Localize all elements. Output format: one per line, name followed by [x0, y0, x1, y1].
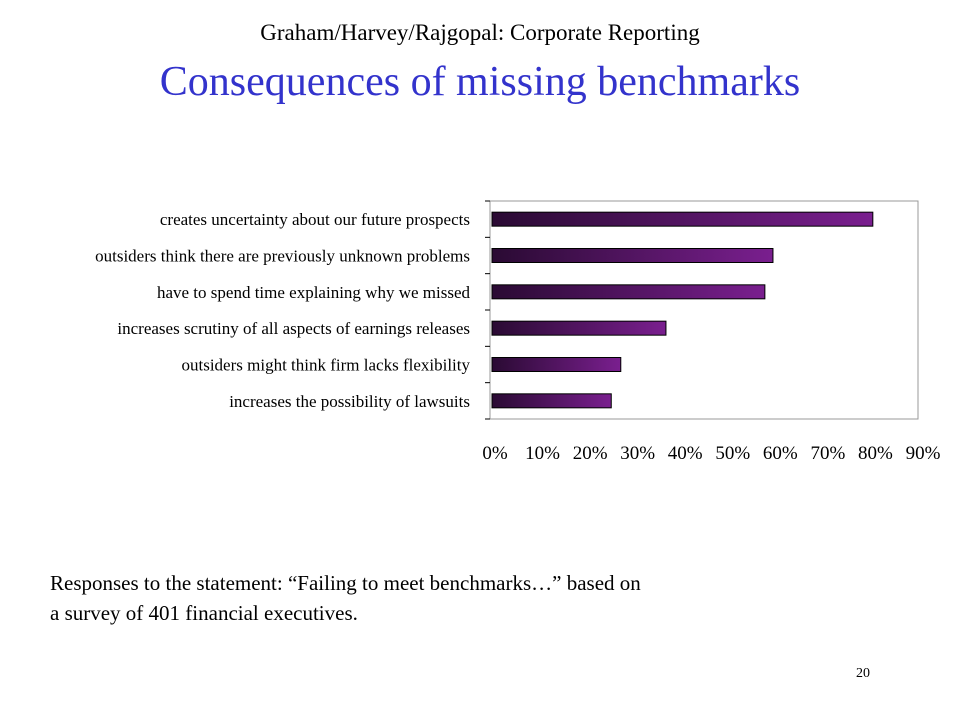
x-tick-label: 10% [525, 443, 560, 464]
category-label: outsiders might think firm lacks flexibi… [182, 356, 471, 375]
x-tick-label: 0% [482, 443, 508, 464]
x-tick-label: 30% [620, 443, 655, 464]
caption: Responses to the statement: “Failing to … [50, 568, 850, 628]
x-tick-label: 70% [810, 443, 845, 464]
bar [491, 211, 874, 227]
x-tick-label: 90% [906, 443, 941, 464]
x-tick-label: 40% [668, 443, 703, 464]
bar [491, 393, 612, 409]
caption-line-2: a survey of 401 financial executives. [50, 601, 358, 625]
x-tick-label: 60% [763, 443, 798, 464]
caption-line-1: Responses to the statement: “Failing to … [50, 571, 641, 595]
category-label: outsiders think there are previously unk… [95, 247, 470, 266]
plot-area [489, 200, 919, 420]
bar [491, 357, 622, 372]
x-tick-label: 20% [573, 443, 608, 464]
slide-header: Graham/Harvey/Rajgopal: Corporate Report… [260, 20, 700, 45]
bar-chart: creates uncertainty about our future pro… [95, 200, 941, 464]
x-tick-label: 80% [858, 443, 893, 464]
bar [491, 284, 766, 300]
category-label: increases scrutiny of all aspects of ear… [117, 319, 470, 338]
category-label: have to spend time explaining why we mis… [157, 283, 471, 302]
bar [491, 320, 667, 336]
category-label: creates uncertainty about our future pro… [160, 210, 470, 229]
bar [491, 248, 774, 263]
category-label: increases the possibility of lawsuits [229, 392, 470, 411]
x-tick-label: 50% [715, 443, 750, 464]
page-number: 20 [856, 666, 870, 681]
slide-title: Consequences of missing benchmarks [159, 59, 801, 105]
